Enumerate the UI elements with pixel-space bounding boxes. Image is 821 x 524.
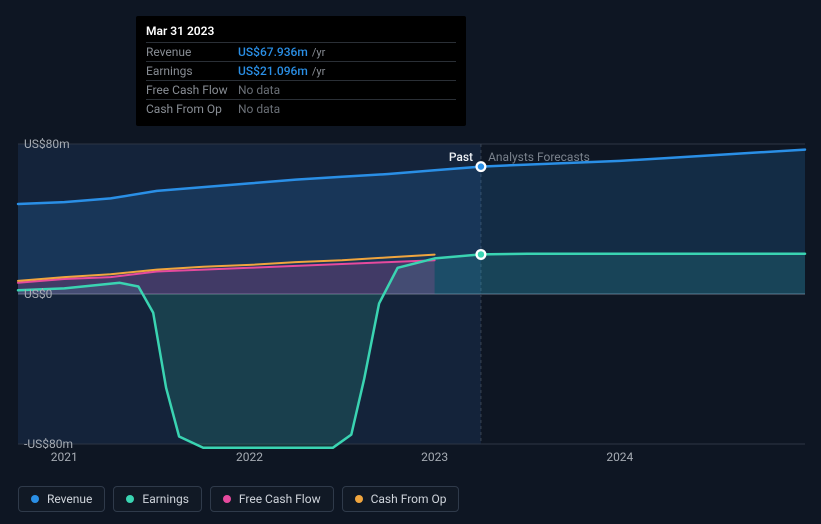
legend-label: Earnings — [142, 492, 189, 506]
legend-label: Revenue — [47, 492, 92, 506]
tooltip-metric-unit: /yr — [312, 65, 325, 78]
split-label-past: Past — [449, 150, 473, 164]
x-axis-tick-label: 2021 — [51, 450, 78, 464]
x-axis-tick-label: 2023 — [421, 450, 448, 464]
tooltip-row: EarningsUS$21.096m/yr — [146, 61, 456, 80]
tooltip-metric-label: Cash From Op — [146, 102, 238, 116]
tooltip-metric-label: Earnings — [146, 64, 238, 78]
legend-item-free-cash-flow[interactable]: Free Cash Flow — [210, 486, 334, 512]
tooltip-metric-value: US$21.096m — [238, 64, 308, 78]
tooltip-no-data: No data — [238, 102, 280, 116]
legend-swatch — [223, 495, 231, 503]
legend-swatch — [126, 495, 134, 503]
y-axis-tick-label: -US$80m — [24, 437, 73, 451]
tooltip-metric-label: Free Cash Flow — [146, 83, 238, 97]
tooltip-metric-label: Revenue — [146, 45, 238, 59]
x-axis-tick-label: 2022 — [236, 450, 263, 464]
legend-item-earnings[interactable]: Earnings — [113, 486, 202, 512]
legend-swatch — [355, 495, 363, 503]
legend-item-revenue[interactable]: Revenue — [18, 486, 105, 512]
tooltip-row: RevenueUS$67.936m/yr — [146, 42, 456, 61]
legend-item-cash-from-op[interactable]: Cash From Op — [342, 486, 460, 512]
tooltip-row: Cash From OpNo data — [146, 99, 456, 118]
financials-forecast-chart: Mar 31 2023 RevenueUS$67.936m/yrEarnings… — [0, 0, 821, 524]
split-label-forecast: Analysts Forecasts — [488, 150, 590, 164]
tooltip-date: Mar 31 2023 — [146, 24, 456, 42]
legend-swatch — [31, 495, 39, 503]
chart-tooltip: Mar 31 2023 RevenueUS$67.936m/yrEarnings… — [136, 16, 466, 126]
tooltip-row: Free Cash FlowNo data — [146, 80, 456, 99]
legend-label: Free Cash Flow — [239, 492, 321, 506]
chart-legend: Revenue Earnings Free Cash Flow Cash From O… — [18, 486, 459, 512]
tooltip-metric-unit: /yr — [312, 46, 325, 59]
y-axis-tick-label: US$80m — [24, 137, 70, 151]
x-axis-tick-label: 2024 — [606, 450, 633, 464]
tooltip-metric-value: US$67.936m — [238, 45, 308, 59]
legend-label: Cash From Op — [371, 492, 447, 506]
tooltip-no-data: No data — [238, 83, 280, 97]
y-axis-tick-label: US$0 — [24, 287, 52, 301]
